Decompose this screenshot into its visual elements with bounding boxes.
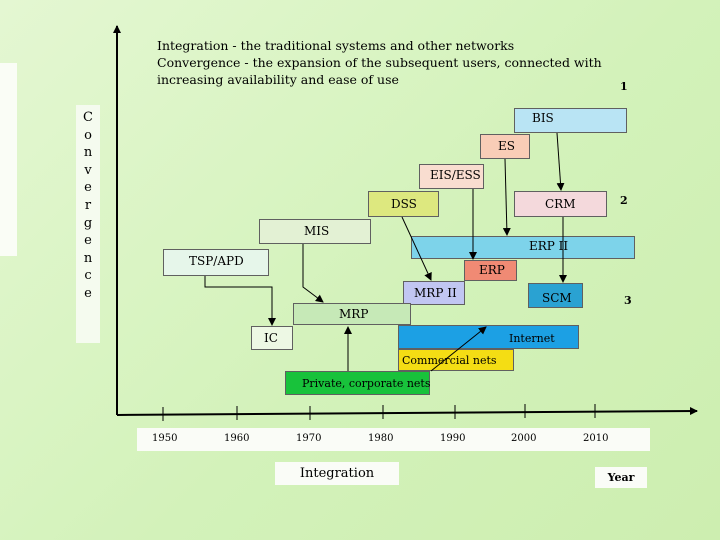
year-2010: 2010 <box>583 433 609 444</box>
box-es-label: ES <box>498 139 515 153</box>
year-1980: 1980 <box>368 433 394 444</box>
year-axis-label: Year <box>595 467 647 488</box>
convergence-axis-label: C o n v e r g e n c e <box>76 105 100 343</box>
title-line-integration: Integration - the traditional systems an… <box>157 38 515 53</box>
vlabel-letter: e <box>84 233 92 249</box>
vlabel-letter: v <box>84 162 92 178</box>
box-dss-label: DSS <box>391 197 417 211</box>
box-es: ES <box>480 134 530 159</box>
box-scm: SCM <box>528 283 583 308</box>
year-2000: 2000 <box>511 433 537 444</box>
box-bis: BIS <box>514 108 627 133</box>
box-erp: ERP <box>464 260 517 281</box>
title-line-availability: increasing availability and ease of use <box>157 72 399 87</box>
marker-3: 3 <box>624 294 632 307</box>
vlabel-letter: r <box>84 197 92 213</box>
marker-1: 1 <box>620 80 628 93</box>
box-eis-ess: EIS/ESS <box>419 164 484 189</box>
vlabel-letter: o <box>84 127 92 143</box>
arrow-bis-crm <box>556 132 565 191</box>
arrow-private-internet <box>430 326 487 372</box>
box-private-corporate-nets-label: Private, corporate nets <box>302 377 431 390</box>
box-crm: CRM <box>514 191 607 217</box>
box-private-corporate-nets: Private, corporate nets <box>285 371 430 395</box>
year-1970: 1970 <box>296 433 322 444</box>
box-erp-ii: ERP II <box>411 236 635 259</box>
box-bis-label: BIS <box>532 111 554 125</box>
box-mrp-ii-label: MRP II <box>414 286 457 300</box>
year-1960: 1960 <box>224 433 250 444</box>
vlabel-letter: n <box>83 250 93 266</box>
box-mrp-label: MRP <box>339 307 369 321</box>
box-tsp-apd-label: TSP/APD <box>189 254 244 268</box>
x-axis-line <box>116 407 698 416</box>
box-tsp-apd: TSP/APD <box>163 249 269 276</box>
vlabel-letter: e <box>84 180 92 196</box>
box-erp-ii-label: ERP II <box>529 239 569 253</box>
marker-2: 2 <box>620 194 628 207</box>
year-1950: 1950 <box>152 433 178 444</box>
axis-ticks <box>162 404 596 421</box>
box-scm-label: SCM <box>542 291 572 305</box>
box-internet-label: Internet <box>509 332 555 345</box>
left-edge-panel <box>0 63 17 256</box>
box-eis-ess-label: EIS/ESS <box>430 168 481 182</box>
box-internet: Internet <box>398 325 579 349</box>
box-dss: DSS <box>368 191 439 217</box>
box-mrp: MRP <box>293 303 411 325</box>
integration-label: Integration <box>275 462 399 485</box>
title-line-convergence: Convergence - the expansion of the subse… <box>157 55 602 70</box>
arrow-mis-mrp <box>302 244 324 303</box>
box-mis: MIS <box>259 219 371 244</box>
vlabel-letter: g <box>83 215 93 231</box>
arrow-dss-mrp2 <box>401 216 432 281</box>
year-axis-band <box>137 428 650 451</box>
box-commercial-nets-label: Commercial nets <box>402 354 497 367</box>
box-ic-label: IC <box>264 331 278 345</box>
vlabel-letter: C <box>83 110 93 125</box>
box-erp-label: ERP <box>479 263 505 277</box>
box-ic: IC <box>251 326 293 350</box>
arrow-es-erp2 <box>502 158 511 236</box>
box-crm-label: CRM <box>545 197 576 211</box>
arrow-tsp-ic <box>204 276 276 326</box>
box-commercial-nets: Commercial nets <box>398 349 514 371</box>
vlabel-letter: c <box>84 268 92 284</box>
box-mis-label: MIS <box>304 224 330 238</box>
vlabel-letter: e <box>84 285 92 301</box>
box-mrp-ii: MRP II <box>403 281 465 305</box>
vlabel-letter: n <box>83 145 93 161</box>
diagram-title: Integration - the traditional systems an… <box>157 37 602 88</box>
year-1990: 1990 <box>440 433 466 444</box>
